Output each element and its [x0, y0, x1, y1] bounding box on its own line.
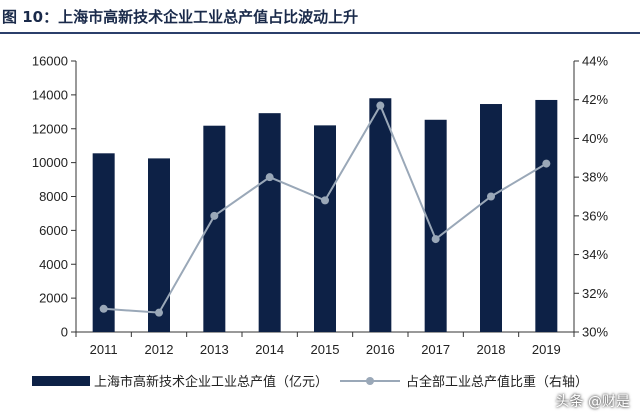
right-tick-label: 34%	[582, 247, 608, 262]
bar	[92, 153, 115, 332]
left-tick-label: 10000	[32, 155, 68, 170]
x-tick-label: 2014	[255, 342, 284, 357]
line-point	[431, 235, 440, 244]
bar	[148, 158, 170, 332]
bar	[314, 125, 336, 332]
left-axis-ticks: 0 2000 4000 6000 8000 10000 12000 14000 16000	[32, 54, 76, 340]
bar	[535, 99, 558, 332]
title-divider	[0, 32, 640, 34]
line-point	[210, 211, 219, 220]
line-point	[265, 173, 274, 182]
bar	[258, 113, 281, 332]
left-tick-label: 2000	[39, 291, 68, 306]
bar	[480, 104, 502, 333]
x-tick-label: 2011	[90, 342, 118, 357]
left-tick-label: 4000	[39, 257, 68, 272]
bar	[203, 125, 226, 332]
x-tick-label: 2018	[477, 342, 506, 357]
left-tick-label: 8000	[39, 189, 68, 204]
line-point	[376, 101, 385, 110]
left-tick-label: 0	[61, 325, 68, 340]
left-tick-label: 12000	[32, 121, 68, 136]
bar	[424, 119, 447, 332]
right-tick-label: 40%	[582, 131, 608, 146]
legend-bar-label: 上海市高新技术企业工业总产值（亿元）	[94, 374, 328, 390]
right-tick-label: 30%	[582, 325, 608, 340]
x-tick-label: 2012	[145, 342, 174, 357]
left-tick-label: 16000	[32, 54, 68, 69]
right-axis-ticks: 30% 32% 34% 36% 38% 40% 42% 44%	[574, 54, 608, 340]
line-point	[542, 159, 551, 168]
right-tick-label: 32%	[582, 286, 608, 301]
x-tick-label: 2016	[366, 342, 395, 357]
line-point	[99, 304, 108, 313]
legend: 上海市高新技术企业工业总产值（亿元） 占全部工业总产值比重（右轴）	[32, 374, 588, 390]
x-tick-label: 2015	[311, 342, 340, 357]
legend-line-marker	[366, 377, 374, 385]
line-layer	[99, 101, 551, 317]
line-point	[155, 308, 163, 317]
legend-line-label: 占全部工业总产值比重（右轴）	[406, 374, 588, 390]
right-tick-label: 38%	[582, 170, 608, 185]
x-axis-ticks: 2011 2012 2013 2014 2015 2016 2017 2018 2019	[75, 332, 575, 357]
line-point	[321, 196, 329, 205]
x-tick-label: 2017	[421, 342, 450, 357]
right-tick-label: 36%	[582, 208, 608, 223]
bars-layer	[92, 98, 558, 333]
legend-bar-swatch	[32, 376, 90, 386]
x-tick-label: 2019	[532, 342, 561, 357]
left-tick-label: 14000	[32, 87, 68, 102]
right-tick-label: 42%	[582, 92, 608, 107]
left-tick-label: 6000	[39, 223, 68, 238]
line-point	[487, 192, 495, 201]
watermark: 头条 @财是	[555, 394, 630, 410]
bar	[369, 98, 392, 332]
chart-title: 图 10：上海市高新技术企业工业总产值占比波动上升	[2, 8, 359, 26]
x-tick-label: 2013	[200, 342, 229, 357]
right-tick-label: 44%	[582, 54, 608, 69]
